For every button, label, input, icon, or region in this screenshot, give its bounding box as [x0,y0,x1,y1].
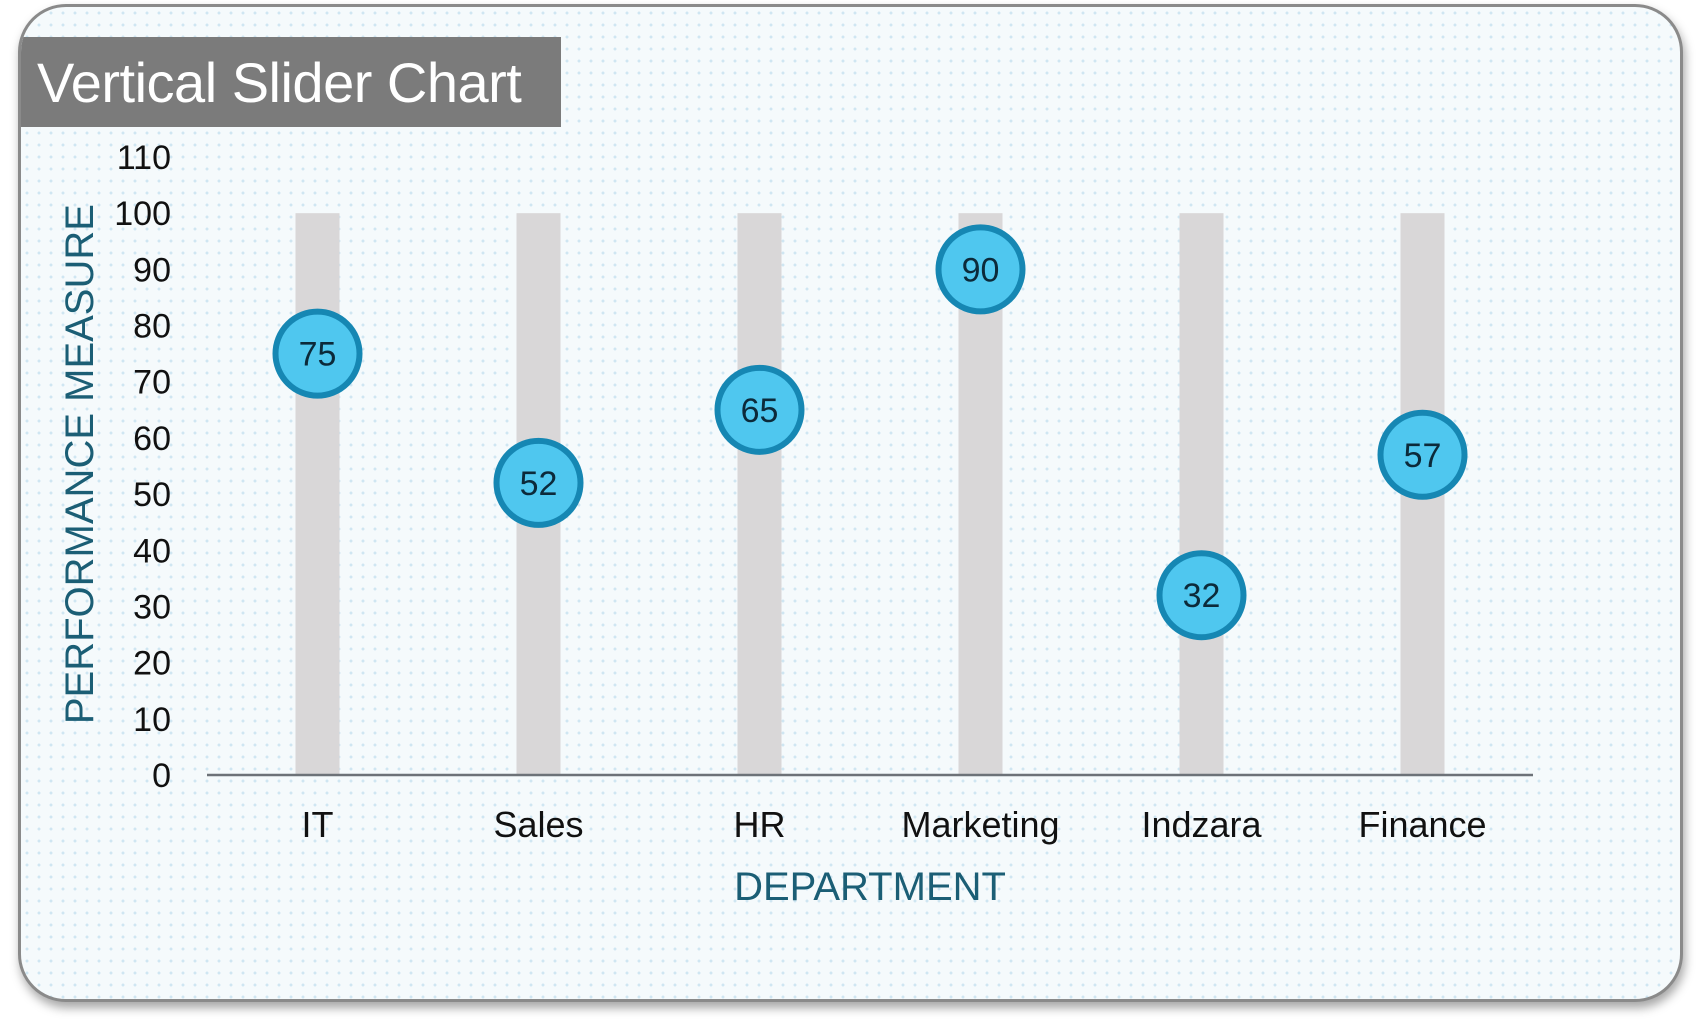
slider-marker-circle [272,308,363,399]
value-label: 52 [520,465,558,503]
slider-marker-hr: 65 [714,364,805,455]
slider-track-indzara [1179,213,1224,775]
chart-title: Vertical Slider Chart [37,50,522,114]
y-tick-label: 100 [114,195,171,233]
chart-card: Vertical Slider Chart 0 10 20 30 40 50 60 70 80 9… [18,4,1683,1002]
slider-track-hr [737,213,782,775]
x-category-label: HR [734,804,786,845]
value-label: 32 [1183,577,1221,615]
value-label: 57 [1404,437,1442,475]
slider-marker-indzara: 32 [1156,550,1247,641]
slider-marker-circle [1156,550,1247,641]
x-category-label: Marketing [901,804,1059,845]
slider-marker-circle [1377,409,1468,500]
y-tick-label: 80 [133,308,171,346]
chart-plot: 0 10 20 30 40 50 60 70 80 90 100 110 75 52 65 90 32 57 I… [58,139,1533,909]
y-tick-label: 30 [133,588,171,626]
value-label: 90 [962,251,1000,289]
value-label: 65 [741,392,779,430]
x-category-label: IT [302,804,334,845]
slider-marker-finance: 57 [1377,409,1468,500]
value-label: 75 [299,336,337,374]
x-axis-title: DEPARTMENT [734,865,1006,909]
x-category-label: Sales [493,804,583,845]
y-tick-label: 0 [152,757,171,795]
slider-marker-sales: 52 [493,437,584,528]
y-tick-label: 20 [133,645,171,683]
y-tick-label: 60 [133,420,171,458]
slider-track-it [295,213,340,775]
chart-title-box: Vertical Slider Chart [21,37,561,127]
x-axis-categories: IT Sales HR Marketing Indzara Finance [302,804,1487,845]
y-tick-label: 90 [133,251,171,289]
slider-marker-circle [935,224,1026,315]
slider-marker-marketing: 90 [935,224,1026,315]
y-tick-label: 110 [117,139,171,177]
y-axis-title: PERFORMANCE MEASURE [58,204,102,724]
slider-marker-it: 75 [272,308,363,399]
y-tick-label: 50 [133,476,171,514]
y-tick-label: 40 [133,532,171,570]
x-category-label: Indzara [1141,804,1262,845]
y-tick-label: 70 [133,364,171,402]
y-axis-ticks: 0 10 20 30 40 50 60 70 80 90 100 110 [114,139,171,795]
slider-marker-circle [493,437,584,528]
slider-marker-circle [714,364,805,455]
slider-markers: 75 52 65 90 32 57 [272,224,1468,641]
slider-tracks [295,213,1445,775]
y-tick-label: 10 [133,701,171,739]
x-category-label: Finance [1358,804,1486,845]
